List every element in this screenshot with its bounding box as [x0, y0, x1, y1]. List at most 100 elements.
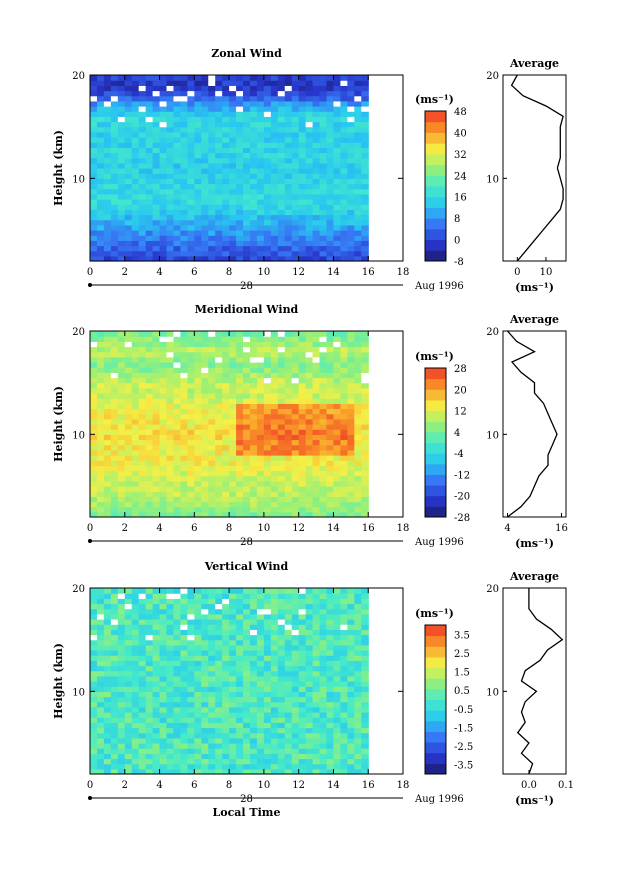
heatmap-cell — [131, 398, 140, 404]
heatmap-cell — [354, 240, 362, 247]
heatmap-cell — [173, 377, 182, 384]
heatmap-cell — [277, 434, 286, 441]
heatmap-cell — [201, 382, 209, 389]
heatmap-cell — [270, 75, 279, 81]
heatmap-cell — [284, 603, 293, 610]
heatmap-cell — [152, 173, 161, 179]
heatmap-cell — [263, 424, 272, 430]
heatmap-cell — [361, 362, 369, 368]
heatmap-cell — [284, 496, 293, 503]
heatmap-cell — [117, 219, 126, 226]
heatmap-cell — [90, 382, 98, 389]
heatmap-cell — [180, 362, 188, 368]
plot-frame — [89, 330, 404, 518]
heatmap-cell — [256, 152, 265, 159]
heatmap-cell — [298, 470, 307, 477]
heatmap-cell — [340, 506, 348, 513]
heatmap-cell — [361, 444, 369, 451]
heatmap-cell — [145, 644, 154, 651]
heatmap-cell — [222, 224, 230, 231]
heatmap-cell — [298, 204, 307, 210]
heatmap-cell — [284, 362, 293, 368]
heatmap-cell — [305, 655, 314, 661]
heatmap-cell — [277, 449, 286, 456]
heatmap-cell — [173, 763, 182, 770]
heatmap-cell — [229, 588, 237, 594]
heatmap-cell — [117, 737, 126, 744]
heatmap-cell — [277, 644, 286, 651]
heatmap-cell — [208, 465, 216, 472]
heatmap-cell — [187, 655, 195, 661]
heatmap-cell — [215, 372, 223, 379]
heatmap-cell — [229, 209, 237, 216]
heatmap-cell — [229, 398, 237, 404]
heatmap-cell — [229, 475, 237, 482]
heatmap-cell — [166, 193, 175, 200]
heatmap-cell — [166, 214, 175, 221]
heatmap-cell — [180, 624, 188, 630]
heatmap-cell — [124, 219, 133, 226]
heatmap-cell — [263, 613, 272, 620]
heatmap-cell — [270, 204, 279, 210]
heatmap-cell — [173, 188, 182, 195]
heatmap-cell — [152, 224, 161, 231]
heatmap-cell — [208, 717, 216, 723]
heatmap-cell — [243, 439, 251, 446]
heatmap-cell — [159, 116, 168, 123]
heatmap-cell — [236, 214, 244, 221]
heatmap-cell — [256, 465, 265, 472]
heatmap-cell — [117, 712, 126, 718]
heatmap-cell — [187, 706, 195, 713]
heatmap-cell — [215, 219, 223, 226]
heatmap-cell — [152, 598, 161, 605]
heatmap-cell — [347, 418, 355, 425]
heatmap-cell — [263, 470, 272, 477]
date-day-label: 28 — [240, 281, 253, 292]
heatmap-cell — [138, 501, 147, 508]
heatmap-cell — [159, 377, 168, 384]
heatmap-cell — [90, 706, 98, 713]
heatmap-cell — [152, 639, 161, 646]
heatmap-cell — [312, 240, 321, 247]
heatmap-cell — [222, 501, 230, 508]
heatmap-cell — [96, 475, 105, 482]
heatmap-cell — [180, 152, 188, 159]
heatmap-cell — [249, 506, 258, 513]
heatmap-cell — [138, 465, 147, 472]
heatmap-cell — [96, 619, 105, 625]
heatmap-cell — [312, 214, 321, 221]
heatmap-cell — [298, 362, 307, 368]
heatmap-cell — [117, 367, 126, 373]
heatmap-cell — [103, 608, 112, 615]
heatmap-cell — [96, 240, 105, 247]
heatmap-cell — [298, 377, 307, 384]
heatmap-cell — [110, 634, 119, 641]
heatmap-cell — [110, 650, 119, 656]
heatmap-cell — [138, 486, 147, 492]
heatmap-cell — [173, 341, 182, 348]
heatmap-cell — [131, 214, 140, 221]
heatmap-cell — [256, 665, 265, 672]
heatmap-cell — [103, 250, 112, 257]
heatmap-cell — [90, 491, 98, 497]
heatmap-cell — [194, 434, 202, 441]
heatmap-cell — [173, 603, 182, 610]
heatmap-cell — [103, 116, 112, 123]
heatmap-cell — [298, 336, 307, 342]
heatmap-cell — [215, 608, 223, 615]
heatmap-cell — [305, 439, 314, 446]
heatmap-cell — [291, 219, 300, 226]
heatmap-cell — [131, 173, 140, 179]
heatmap-cell — [166, 367, 175, 373]
heatmap-cell — [361, 193, 369, 200]
heatmap-cell — [187, 393, 195, 399]
average-x-tick-label: 16 — [555, 523, 568, 534]
heatmap-cell — [103, 681, 112, 687]
heatmap-cell — [166, 603, 175, 610]
heatmap-cell — [131, 743, 140, 749]
heatmap-cell — [180, 95, 188, 102]
heatmap-cell — [291, 193, 300, 200]
heatmap-cell — [361, 372, 369, 379]
